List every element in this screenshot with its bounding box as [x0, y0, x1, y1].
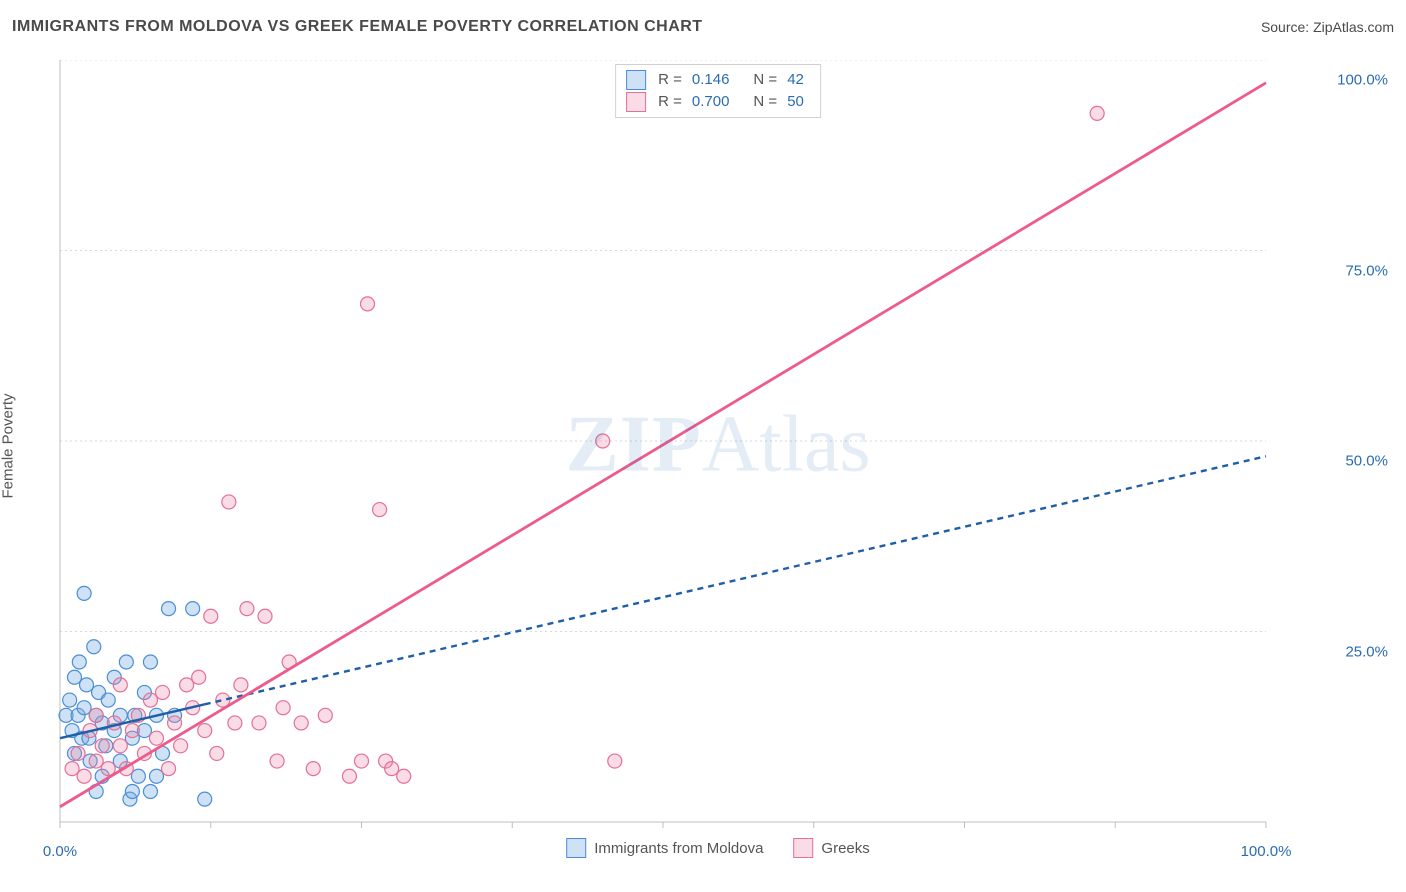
legend-row-moldova: R = 0.146 N = 42 — [626, 69, 810, 91]
legend-n-value-moldova: 42 — [787, 69, 804, 91]
legend-series-label-moldova: Immigrants from Moldova — [594, 840, 763, 857]
chart-source: Source: ZipAtlas.com — [1261, 19, 1394, 35]
legend-r-label: R = — [658, 91, 682, 113]
legend-r-value-moldova: 0.146 — [692, 69, 730, 91]
x-tick-label: 100.0% — [1241, 843, 1292, 860]
y-tick-label: 50.0% — [1345, 453, 1388, 470]
legend-series-label-greeks: Greeks — [821, 840, 869, 857]
legend-r-label: R = — [658, 69, 682, 91]
legend-series-moldova: Immigrants from Moldova — [566, 838, 763, 858]
legend-swatch-moldova — [566, 838, 586, 858]
legend-swatch-moldova — [626, 70, 646, 90]
y-tick-label: 25.0% — [1345, 643, 1388, 660]
plot-container: R =0.146N =42R =0.700N =50 ZIPAtlas Immi… — [40, 60, 1396, 862]
legend-series-greeks: Greeks — [793, 838, 869, 858]
y-axis-label: Female Poverty — [0, 393, 17, 498]
scatter-plot — [40, 60, 1396, 862]
y-tick-label: 100.0% — [1337, 72, 1388, 89]
legend-swatch-greeks — [793, 838, 813, 858]
source-prefix: Source: — [1261, 19, 1313, 35]
y-tick-label: 75.0% — [1345, 262, 1388, 279]
legend-swatch-greeks — [626, 92, 646, 112]
x-tick-label: 0.0% — [43, 843, 77, 860]
legend-correlation: R = 0.146 N = 42 R = 0.700 N = 50 — [615, 64, 821, 118]
legend-n-label: N = — [753, 91, 777, 113]
legend-n-label: N = — [753, 69, 777, 91]
source-name: ZipAtlas.com — [1313, 19, 1394, 35]
legend-n-value-greeks: 50 — [787, 91, 804, 113]
chart-title: IMMIGRANTS FROM MOLDOVA VS GREEK FEMALE … — [12, 18, 703, 36]
legend-row-greeks: R = 0.700 N = 50 — [626, 91, 810, 113]
chart-header: IMMIGRANTS FROM MOLDOVA VS GREEK FEMALE … — [12, 18, 1394, 36]
legend-series: Immigrants from Moldova Greeks — [566, 838, 870, 858]
legend-r-value-greeks: 0.700 — [692, 91, 730, 113]
